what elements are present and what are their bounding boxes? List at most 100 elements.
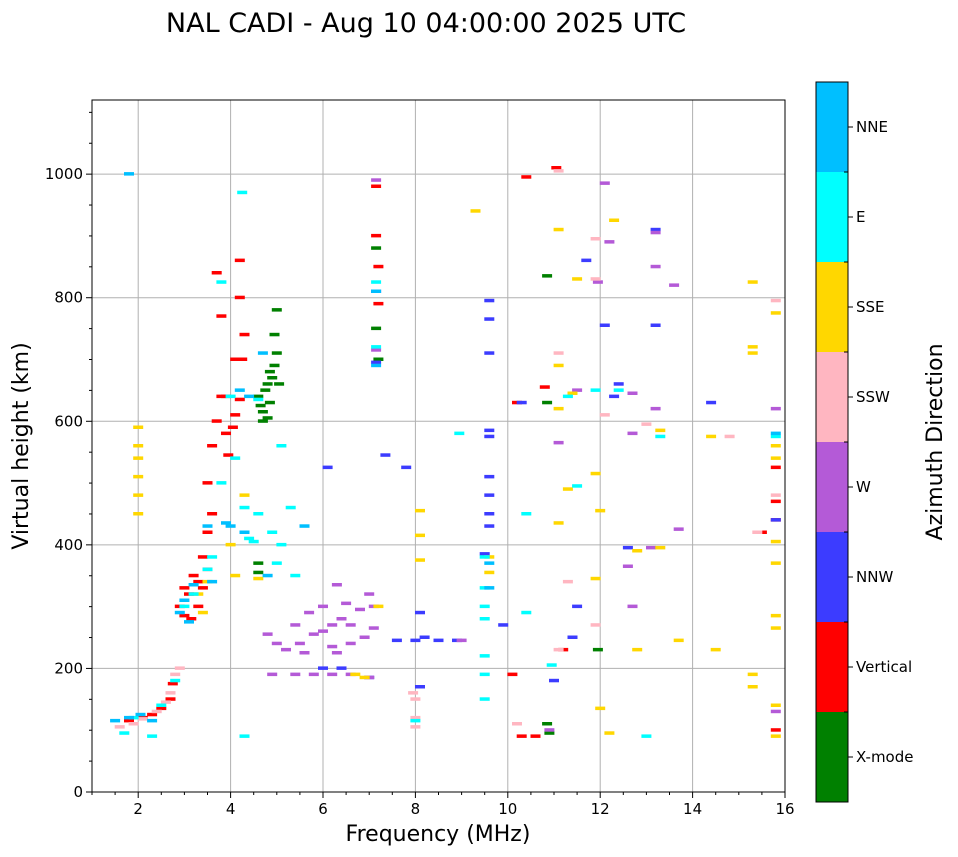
data-point [553,406,564,411]
data-point [147,718,158,723]
data-point [544,731,555,735]
data-point [590,623,601,627]
y-tick-label: 0 [73,783,83,801]
data-point [331,651,342,655]
data-point [710,647,721,652]
data-point [267,376,278,380]
data-point [299,651,310,655]
data-point [401,465,412,470]
data-point [770,518,781,522]
data-point [137,717,148,721]
plot-frame [91,99,786,793]
data-point [770,539,781,544]
data-point [572,484,583,488]
data-point [752,530,763,534]
data-point [479,672,490,677]
data-point [331,583,342,587]
data-point [724,434,735,439]
colorbar-tick-label: SSW [856,388,890,406]
data-point [179,598,190,602]
data-point [592,280,603,284]
data-point [484,512,495,516]
data-point [415,558,425,562]
x-axis-label: Frequency (MHz) [346,822,531,847]
data-point [371,233,382,238]
data-point [590,388,601,392]
data-point [184,620,194,624]
data-point [135,712,146,717]
data-point [484,428,495,433]
data-point [371,326,382,331]
data-point [308,632,319,636]
data-point [304,610,315,615]
data-point [216,280,227,284]
data-point [267,672,278,677]
data-point [632,549,643,553]
data-point [257,419,268,423]
data-point [179,613,190,618]
data-point [613,388,624,392]
data-point [595,508,606,513]
data-point [572,604,583,609]
data-point [276,444,287,448]
data-point [202,481,213,485]
data-point [609,218,620,222]
colorbar-segment [816,352,848,442]
data-point [373,357,384,361]
data-point [170,678,181,683]
data-point [590,576,601,581]
data-point [308,672,319,677]
data-point [747,280,758,284]
data-point [234,258,245,263]
data-point [410,638,421,643]
data-point [415,610,425,615]
data-point [225,542,236,547]
data-point [193,579,204,584]
data-point [562,579,573,584]
data-point [673,638,684,643]
data-point [253,570,264,575]
data-point [539,385,550,389]
data-point [521,512,532,516]
data-point [318,666,328,670]
data-point [230,357,241,361]
data-point [542,722,553,726]
data-point [770,709,781,714]
data-point [167,681,178,686]
data-point [276,542,287,547]
data-point [572,277,583,281]
data-point [225,524,236,528]
data-point [225,394,236,399]
x-axis-ticks: 2 4 6 8 10 12 14 16 [91,792,795,818]
data-point [239,493,250,497]
data-point [133,425,144,429]
data-point [613,382,624,386]
x-tick-label: 14 [683,800,702,818]
x-tick-label: 8 [411,800,421,818]
data-point [770,431,781,436]
data-point [484,298,495,303]
data-point [147,712,158,717]
data-point [590,237,601,241]
data-point [207,512,218,516]
data-point [318,629,328,633]
data-point [188,592,199,596]
data-point [770,465,781,470]
data-point [260,388,271,392]
x-tick-label: 2 [133,800,143,818]
colorbar-segment [816,622,848,712]
data-point [359,635,370,639]
y-tick-label: 1000 [45,165,83,183]
data-point [124,715,134,720]
data-point [380,453,391,457]
data-point [410,715,421,720]
data-point [627,391,638,395]
data-point [197,555,208,559]
data-point [567,391,578,395]
data-point [114,725,125,729]
data-point [415,533,425,538]
data-point [322,465,333,470]
data-point [237,357,248,361]
data-point [581,258,592,263]
data-point [355,607,365,612]
